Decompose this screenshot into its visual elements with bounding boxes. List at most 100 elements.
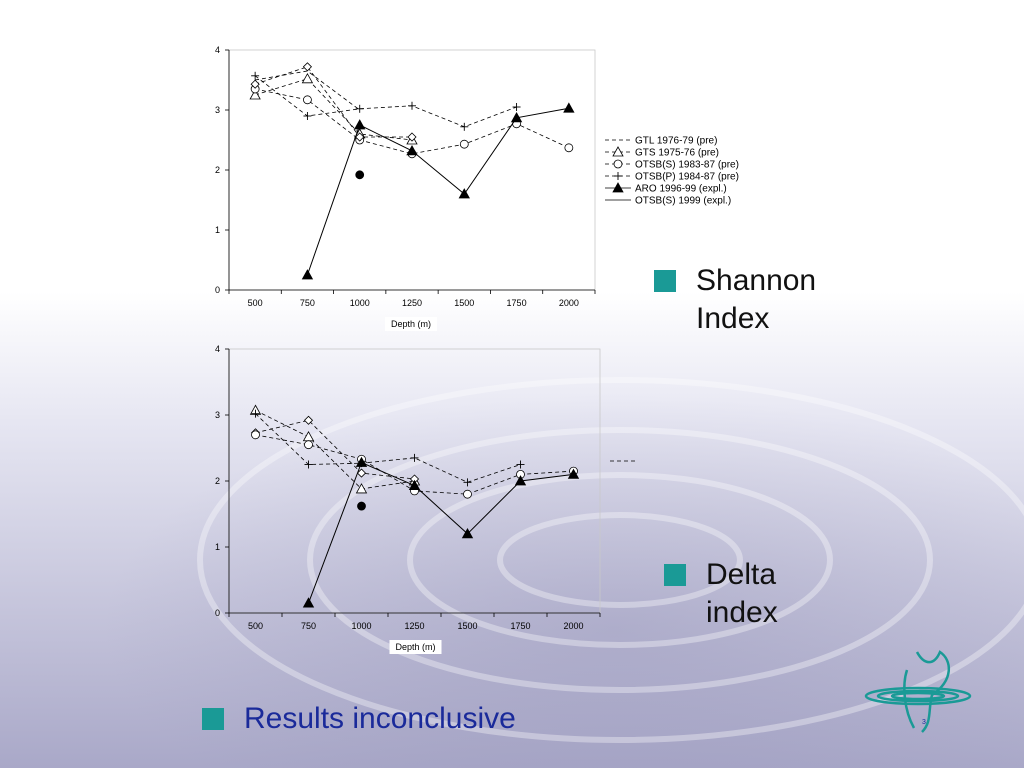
data-point — [355, 104, 364, 113]
series — [301, 102, 575, 280]
series — [255, 70, 360, 111]
bullet-text: Delta index — [706, 556, 778, 632]
data-point — [514, 475, 527, 486]
data-point — [512, 103, 521, 111]
series-line — [255, 413, 521, 483]
series — [249, 404, 421, 494]
bullet-text-line: Delta — [706, 558, 777, 591]
y-tick-label: 1 — [215, 542, 220, 552]
x-tick-label: 500 — [248, 621, 263, 631]
bullet-text-line: Index — [696, 302, 770, 335]
data-point — [459, 139, 469, 149]
data-point — [463, 478, 472, 487]
data-point — [408, 479, 421, 491]
series — [251, 409, 525, 487]
x-axis-label: Depth (m) — [391, 319, 431, 329]
series — [249, 72, 418, 145]
y-tick-label: 3 — [215, 105, 220, 115]
data-point — [408, 101, 416, 110]
x-tick-label: 1000 — [351, 621, 371, 631]
data-point — [463, 489, 472, 499]
data-point — [461, 527, 474, 539]
shannon-chart: 0 1 2 3 4 500 750 1000 1250 1500 1750 2000 Depth (m)… — [0, 0, 1024, 340]
x-tick-label: 1750 — [510, 621, 530, 631]
data-point — [304, 460, 313, 469]
data-point — [251, 409, 260, 418]
data-point — [249, 89, 261, 100]
x-tick-label: 1000 — [350, 298, 370, 308]
data-point — [357, 501, 366, 511]
series — [355, 170, 365, 180]
data-point — [407, 132, 417, 142]
x-tick-label: 2000 — [559, 298, 579, 308]
x-axis-label-box — [389, 640, 442, 654]
data-point — [251, 71, 260, 80]
series — [250, 62, 417, 142]
series — [357, 501, 366, 511]
legend-label: GTS 1975-76 (pre) — [635, 148, 719, 159]
legend-label: OTSB(S) 1999 (expl.) — [635, 196, 731, 207]
data-point — [613, 159, 623, 169]
x-tick-label: 750 — [300, 298, 315, 308]
bullet-marker — [202, 708, 224, 730]
data-point — [564, 143, 574, 153]
x-tick-label: 1500 — [454, 298, 474, 308]
x-tick-label: 1500 — [457, 621, 477, 631]
x-tick-label: 1250 — [402, 298, 422, 308]
data-point — [301, 72, 314, 84]
data-point — [612, 182, 624, 193]
data-point — [303, 415, 314, 425]
y-tick-label: 0 — [215, 608, 220, 618]
x-tick-label: 1250 — [404, 621, 424, 631]
data-point — [355, 456, 368, 467]
data-point — [563, 102, 575, 113]
series-line — [254, 75, 517, 128]
bullet-delta: Delta index — [664, 556, 778, 632]
series-line — [308, 461, 574, 604]
data-point — [302, 430, 315, 442]
legend: GTL 1976-79 (pre)GTS 1975-76 (pre)OTSB(S… — [605, 136, 739, 207]
data-point — [460, 122, 469, 131]
series — [251, 71, 521, 131]
y-tick-label: 2 — [215, 165, 220, 175]
legend-label: OTSB(S) 1983-87 (pre) — [635, 160, 739, 171]
delta-chart-svg: 0 1 2 3 4 500 750 1000 1250 1500 1750 2000 Depth (m) — [215, 344, 638, 654]
data-point — [410, 453, 419, 462]
y-tick-label: 1 — [215, 225, 220, 235]
data-point — [303, 112, 312, 120]
bullet-results: Results inconclusive — [202, 700, 516, 738]
x-axis-label: Depth (m) — [395, 642, 435, 652]
x-axis-label-box — [385, 317, 437, 331]
x-tick-label: 500 — [248, 298, 263, 308]
series — [302, 456, 580, 608]
data-point — [612, 146, 624, 157]
legend-label: OTSB(P) 1984-87 (pre) — [635, 172, 739, 183]
bullet-text-line: Shannon — [696, 264, 817, 297]
data-point — [250, 79, 260, 89]
shannon-chart-svg: 0 1 2 3 4 500 750 1000 1250 1500 1750 2000 Depth (m)… — [215, 45, 739, 331]
series-line — [254, 78, 413, 141]
bullet-text-line: index — [706, 596, 778, 629]
legend-label: GTL 1976-79 (pre) — [635, 136, 717, 147]
series-line — [255, 419, 415, 480]
series-line — [254, 66, 412, 138]
data-point — [355, 132, 365, 142]
x-tick-label: 750 — [301, 621, 316, 631]
x-tick-label: 1750 — [507, 298, 527, 308]
data-point — [516, 460, 525, 469]
slide-number: 3 — [922, 719, 926, 726]
data-point — [406, 144, 418, 156]
series-line — [306, 107, 569, 276]
series — [250, 415, 420, 484]
y-tick-label: 2 — [215, 476, 220, 486]
y-tick-label: 3 — [215, 410, 220, 420]
bullet-text: Results inconclusive — [244, 702, 516, 735]
data-point — [614, 172, 622, 180]
series-line — [255, 70, 360, 111]
data-point — [510, 111, 523, 123]
data-point — [355, 170, 365, 180]
bullet-marker — [664, 564, 686, 586]
delta-chart: 0 1 2 3 4 500 750 1000 1250 1500 1750 2000 Depth (m) — [0, 340, 1024, 670]
data-point — [304, 440, 313, 450]
